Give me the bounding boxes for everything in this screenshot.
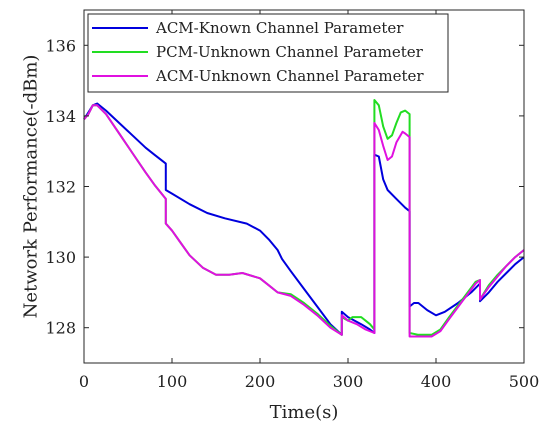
series-line-3 — [83, 104, 525, 338]
x-tick-label: 0 — [79, 372, 89, 391]
y-tick-label: 130 — [45, 248, 76, 267]
y-tick-label: 136 — [45, 36, 76, 55]
y-tick-label: 128 — [45, 319, 76, 338]
tick-layer: 0 100 200 300 400 500 128 130 132 134 136 — [45, 10, 539, 391]
x-tick-label: 200 — [245, 372, 276, 391]
y-tick-label: 132 — [45, 178, 76, 197]
legend-label: ACM-Unknown Channel Parameter — [155, 67, 424, 85]
legend-label: ACM-Known Channel Parameter — [155, 19, 404, 37]
y-axis-label: Network Performance(-dBm) — [20, 55, 41, 319]
x-tick-label: 300 — [333, 372, 364, 391]
x-tick-label: 400 — [421, 372, 452, 391]
x-tick-label: 500 — [509, 372, 540, 391]
legend-label: PCM-Unknown Channel Parameter — [156, 43, 424, 61]
y-tick-label: 134 — [45, 107, 76, 126]
legend: ACM-Known Channel Parameter PCM-Unknown C… — [87, 13, 449, 93]
series-layer — [83, 99, 525, 338]
x-axis-label: Time(s) — [270, 402, 339, 423]
x-tick-label: 100 — [157, 372, 188, 391]
series-line-1 — [83, 102, 525, 336]
